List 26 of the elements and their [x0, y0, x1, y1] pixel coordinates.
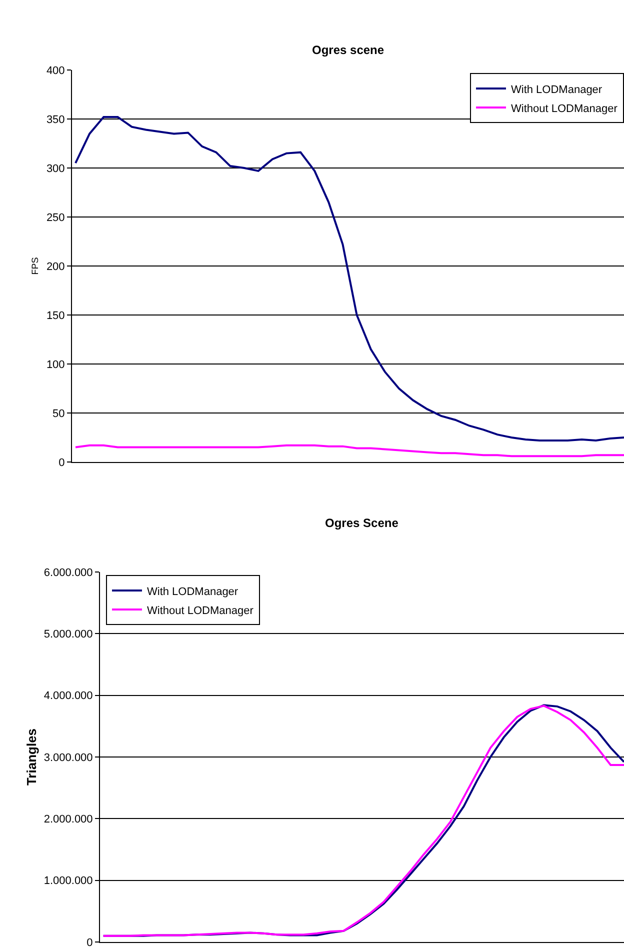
legend-label: Without LODManager [147, 604, 254, 617]
y-tick-label: 50 [52, 408, 65, 420]
y-tick-label: 100 [46, 358, 65, 371]
y-tick-label: 0 [86, 936, 93, 949]
y-tick-label: 400 [46, 64, 65, 77]
y-tick-label: 1.000.000 [44, 875, 93, 888]
y-tick-label: 300 [46, 162, 65, 175]
legend-label: Without LODManager [511, 102, 618, 115]
y-tick-label: 150 [46, 310, 65, 322]
chart-title: Ogres Scene [325, 516, 399, 530]
y-tick-label: 200 [46, 260, 65, 273]
chart-title: Ogres scene [312, 43, 384, 57]
y-tick-label: 5.000.000 [44, 628, 93, 641]
y-tick-label: 250 [46, 212, 65, 224]
legend-label: With LODManager [511, 84, 602, 96]
y-tick-label: 0 [58, 456, 65, 469]
legend-label: With LODManager [147, 586, 238, 598]
y-tick-label: 2.000.000 [44, 814, 93, 826]
y-axis-title: Triangles [24, 728, 39, 786]
y-axis-title: FPS [30, 257, 40, 275]
y-tick-label: 6.000.000 [44, 566, 93, 579]
line-series [74, 116, 624, 442]
y-tick-label: 4.000.000 [44, 690, 93, 702]
y-tick-label: 3.000.000 [44, 752, 93, 764]
y-tick-label: 350 [46, 114, 65, 126]
line-series [74, 444, 624, 458]
